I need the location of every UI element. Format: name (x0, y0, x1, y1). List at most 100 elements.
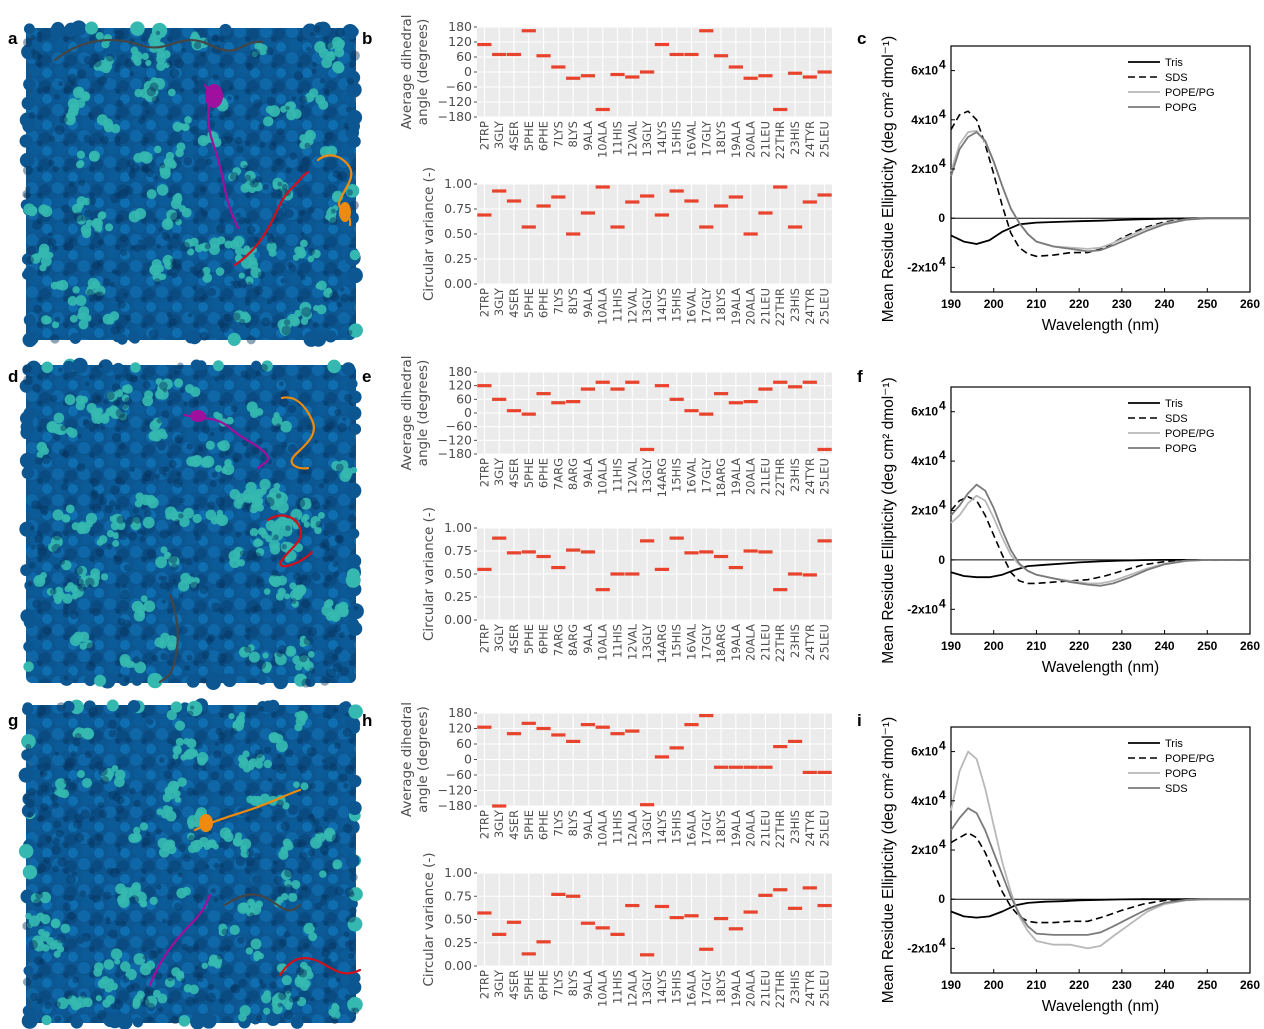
x-tick-label: 5PHE (522, 458, 536, 488)
x-tick-label: 200 (984, 297, 1004, 311)
x-tick-label: 6PHE (537, 970, 551, 1000)
x-tick-label: 21LEU (758, 458, 772, 495)
x-tick-label: 23HIS (788, 288, 802, 322)
x-tick-label: 8LYS (566, 121, 580, 148)
y-tick-label: 60 (456, 391, 472, 406)
x-tick-label: 4SER (507, 288, 521, 318)
peptide-helix (339, 202, 351, 222)
x-tick-label: 11HIS (611, 810, 625, 844)
x-tick-label: 24TYR (803, 970, 817, 1007)
y-tick-exponent: 4 (939, 837, 946, 851)
panel-label-b: b (362, 29, 372, 48)
y-tick-label: 0.75 (444, 888, 472, 903)
x-tick-label: 7LYS (551, 288, 565, 315)
x-tick-label: 190 (941, 297, 961, 311)
x-tick-label: 11HIS (611, 624, 625, 658)
x-tick-label: 23HIS (788, 458, 802, 492)
peptide-chain (233, 170, 310, 267)
x-tick-label: 25LEU (818, 810, 832, 847)
x-tick-label: 25LEU (818, 121, 832, 158)
series-line (950, 483, 1250, 587)
x-tick-label: 20ALA (744, 458, 758, 495)
y-tick-label: 0 (464, 64, 472, 79)
x-tick-label: 12VAL (625, 623, 639, 660)
x-tick-label: 20ALA (744, 810, 758, 847)
x-tick-label: 6PHE (537, 121, 551, 151)
x-tick-label: 200 (984, 978, 1004, 992)
x-tick-label: 240 (1155, 978, 1175, 992)
x-tick-label: 17GLY (699, 809, 713, 845)
x-tick-label: 20ALA (744, 624, 758, 661)
x-tick-label: 25LEU (818, 624, 832, 661)
peptide-chain (183, 413, 270, 470)
x-tick-label: 19ALA (729, 121, 743, 158)
lipid-shading (22, 25, 360, 345)
x-tick-label: 6PHE (537, 624, 551, 654)
x-tick-label: 10ALA (596, 970, 610, 1007)
x-tick-label: 5PHE (522, 624, 536, 654)
x-tick-label: 22THR (773, 970, 787, 1008)
series-line (950, 832, 1250, 924)
x-tick-label: 3GLY (492, 809, 506, 838)
snapshot-d (19, 357, 364, 691)
x-tick-label: 240 (1155, 639, 1175, 653)
x-tick-label: 9ALA (581, 458, 595, 488)
x-tick-label: 23HIS (788, 970, 802, 1004)
y-tick-label: 60 (456, 49, 472, 64)
x-tick-label: 6PHE (537, 458, 551, 488)
panel-label-i: i (857, 711, 862, 730)
y-tick-label: 180 (448, 364, 472, 379)
x-tick-label: 23HIS (788, 624, 802, 658)
x-tick-label: 12VAL (625, 120, 639, 157)
lipid-edge (18, 698, 363, 1029)
panel-label-f: f (857, 367, 863, 386)
x-tick-label: 14ARG (655, 624, 669, 663)
x-tick-label: 24TYR (803, 288, 817, 325)
y-tick-exponent: 4 (939, 596, 946, 610)
x-tick-label: 4SER (507, 121, 521, 151)
x-tick-label: 13GLY (640, 809, 654, 845)
x-tick-label: 2TRP (477, 121, 491, 150)
x-tick-label: 14LYS (655, 810, 669, 844)
panel-label-e: e (362, 367, 371, 386)
x-tick-label: 20ALA (744, 970, 758, 1007)
series-line (950, 110, 1250, 258)
x-tick-label: 10ALA (596, 458, 610, 495)
y-tick-label: -2x10 (907, 260, 938, 274)
plot-frame (950, 386, 1251, 635)
lipid-slab (26, 705, 356, 1023)
x-tick-label: 13GLY (640, 457, 654, 493)
legend-label: POPG (1165, 102, 1197, 114)
y-tick-label: 2x10 (911, 843, 938, 857)
y-axis-title: Mean Residue Ellipticity (deg cm² dmol⁻¹… (880, 377, 897, 663)
y-tick-exponent: 4 (939, 498, 946, 512)
lipid-headgroups (33, 378, 358, 674)
snapshot-a (19, 20, 363, 348)
peptide-chain (278, 957, 362, 977)
series-line (950, 496, 1250, 585)
y-tick-label: 0.25 (444, 935, 472, 950)
x-tick-label: 7LYS (551, 970, 565, 997)
y-tick-label: 0 (464, 752, 472, 767)
y-tick-label: 6x10 (911, 405, 938, 419)
lipid-headgroups (23, 31, 345, 336)
x-tick-label: 8ARG (566, 624, 580, 656)
x-tick-label: 4SER (507, 458, 521, 488)
legend-label: POPE/PG (1165, 753, 1215, 765)
peptide-helix (199, 814, 213, 832)
peptide-chain (223, 893, 302, 912)
x-tick-label: 24TYR (803, 121, 817, 158)
x-tick-label: 8ARG (566, 458, 580, 490)
x-tick-label: 15HIS (670, 288, 684, 322)
x-tick-label: 22THR (773, 810, 787, 848)
y-tick-label: 0 (938, 553, 945, 567)
peptide-chain (53, 38, 264, 62)
peptide-chain (158, 593, 179, 684)
y-tick-exponent: 4 (939, 448, 946, 462)
x-tick-label: 13GLY (640, 120, 654, 156)
x-tick-label: 11HIS (611, 458, 625, 492)
x-tick-label: 21LEU (758, 970, 772, 1007)
